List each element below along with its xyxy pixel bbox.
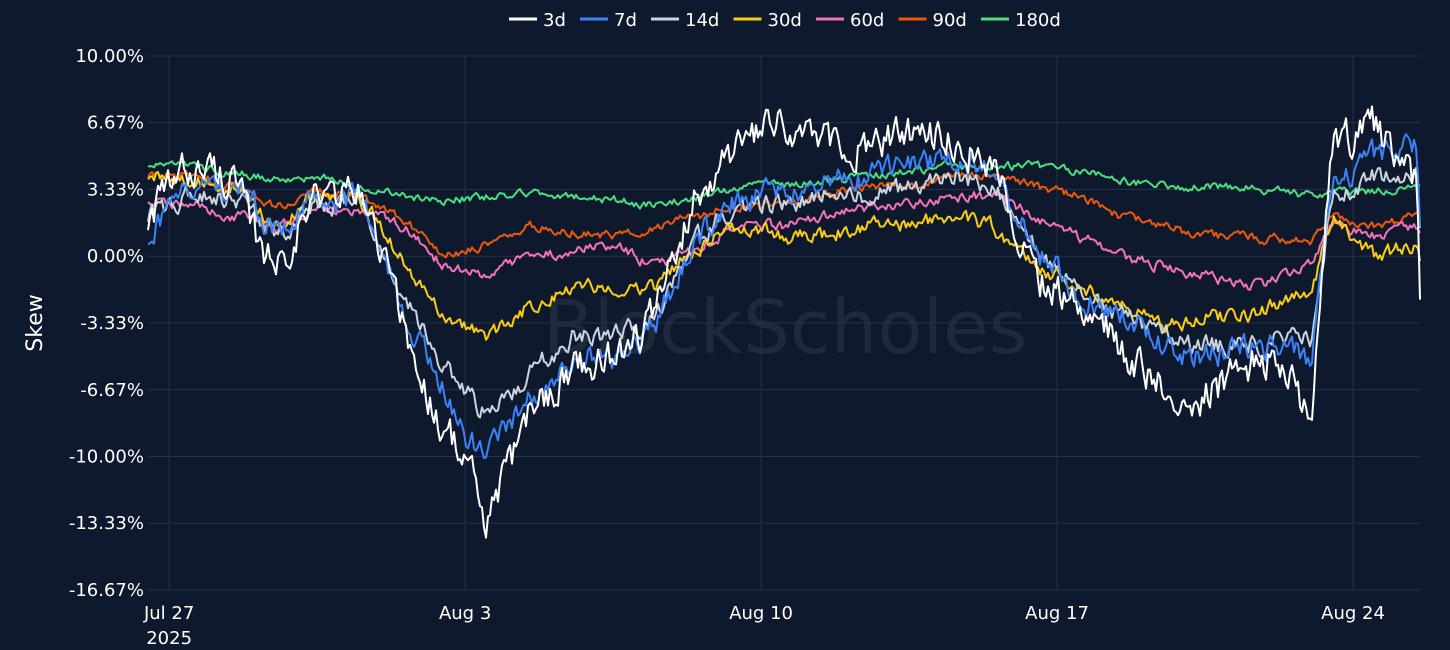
legend-item-14d[interactable]: 14d [651,10,719,31]
y-tick-label: -13.33% [69,513,144,534]
legend-label: 60d [850,10,884,31]
legend-label: 7d [614,10,637,31]
legend-label: 14d [685,10,719,31]
y-tick-label: -16.67% [69,580,144,601]
series-lines [147,105,1421,539]
series-line-30d [147,170,1421,341]
legend-label: 3d [543,10,566,31]
y-tick-label: 0.00% [87,246,144,267]
x-tick-label: Aug 3 [439,603,491,624]
y-tick-label: 3.33% [87,180,144,201]
legend-label: 90d [933,10,967,31]
y-tick-label: -10.00% [69,446,144,467]
legend-item-180d[interactable]: 180d [981,10,1061,31]
legend-item-90d[interactable]: 90d [898,10,967,31]
legend-item-7d[interactable]: 7d [580,10,637,31]
x-tick-label: Aug 10 [729,603,793,624]
legend-item-30d[interactable]: 30d [733,10,802,31]
y-axis-title: Skew [23,294,48,351]
y-tick-label: 6.67% [87,113,144,134]
y-axis: 10.00% 6.67% 3.33% 0.00% -3.33% -6.67% -10.00%… [69,46,144,601]
y-tick-label: -6.67% [80,380,144,401]
series-line-60d [147,191,1421,291]
legend-label: 30d [768,10,802,31]
x-tick-sublabel: 2025 [146,628,192,649]
legend-item-3d[interactable]: 3d [509,10,566,31]
series-line-3d [147,105,1421,539]
legend: 3d 7d 14d 30d 60d 90d 180d [509,10,1061,31]
x-tick-label: Aug 24 [1321,603,1385,624]
legend-item-60d[interactable]: 60d [816,10,884,31]
y-tick-label: -3.33% [80,313,144,334]
x-tick-label: Aug 17 [1025,603,1089,624]
x-axis: Jul 27 2025 Aug 3 Aug 10 Aug 17 Aug 24 [143,603,1385,649]
x-tick-label: Jul 27 [143,603,194,624]
y-tick-label: 10.00% [75,46,144,67]
legend-label: 180d [1015,10,1061,31]
